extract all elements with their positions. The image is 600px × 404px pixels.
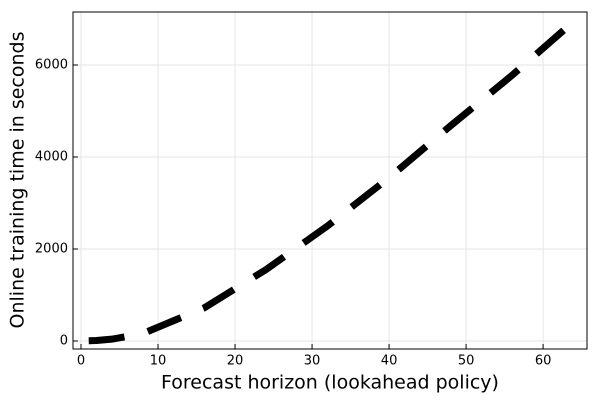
y-tick-label: 0 [60,333,68,348]
y-axis-label: Online training time in seconds [7,32,29,329]
y-tick-label: 6000 [35,57,68,72]
data-line [88,18,577,345]
x-tick-label: 60 [535,354,552,369]
x-tick-label: 20 [227,354,244,369]
x-tick-label: 0 [77,354,85,369]
plot-frame [72,11,588,350]
y-tick-label: 2000 [35,241,68,256]
x-tick-label: 10 [150,354,167,369]
grid [73,12,587,349]
x-tick-label: 50 [458,354,475,369]
x-tick-label: 40 [381,354,398,369]
x-tick-label: 30 [304,354,321,369]
y-tick-label: 4000 [35,149,68,164]
x-axis-label: Forecast horizon (lookahead policy) [161,372,499,394]
